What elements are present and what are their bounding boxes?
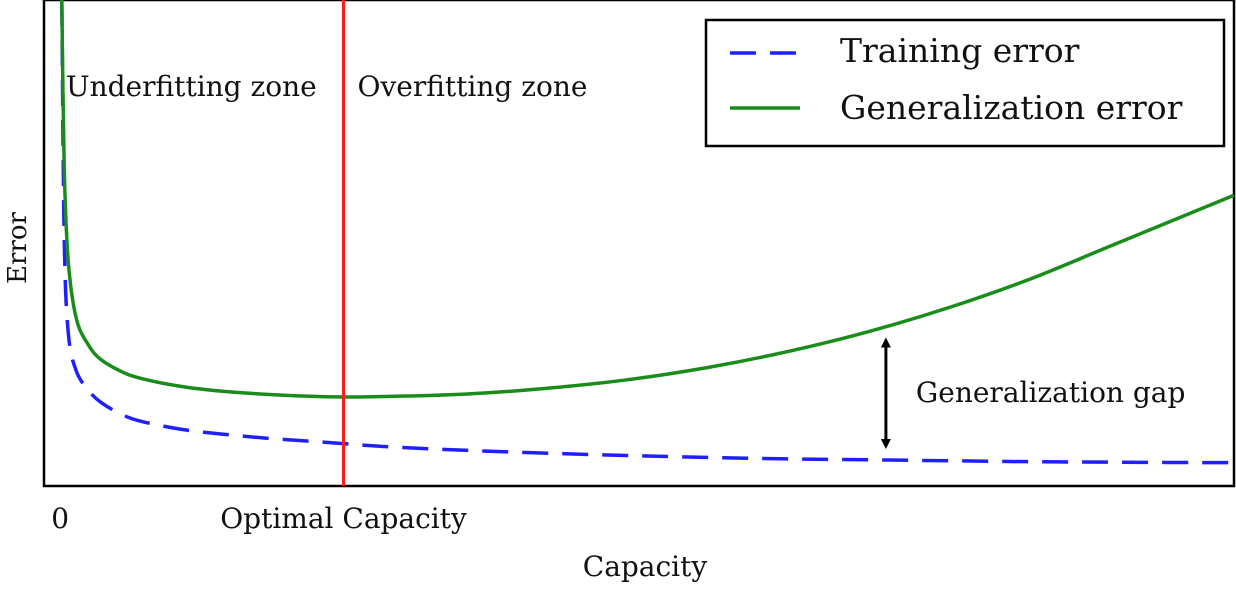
overfitting-zone-label: Overfitting zone — [358, 70, 588, 103]
legend-label-training: Training error — [840, 31, 1080, 70]
underfitting-zone-label: Underfitting zone — [66, 70, 317, 103]
legend-box — [704, 18, 1226, 148]
x-tick-label: 0 — [51, 502, 69, 535]
generalization-gap-label: Generalization gap — [916, 376, 1186, 409]
legend: Training error Generalization error — [704, 18, 1226, 148]
y-axis-label: Error — [3, 211, 33, 283]
x-axis-label: Capacity — [583, 550, 708, 583]
x-tick-label: Optimal Capacity — [220, 502, 467, 535]
series-line-generalization-error — [60, 0, 1235, 399]
x-tick-labels: 0 Optimal Capacity — [51, 502, 467, 535]
legend-label-generalization: Generalization error — [840, 88, 1183, 127]
